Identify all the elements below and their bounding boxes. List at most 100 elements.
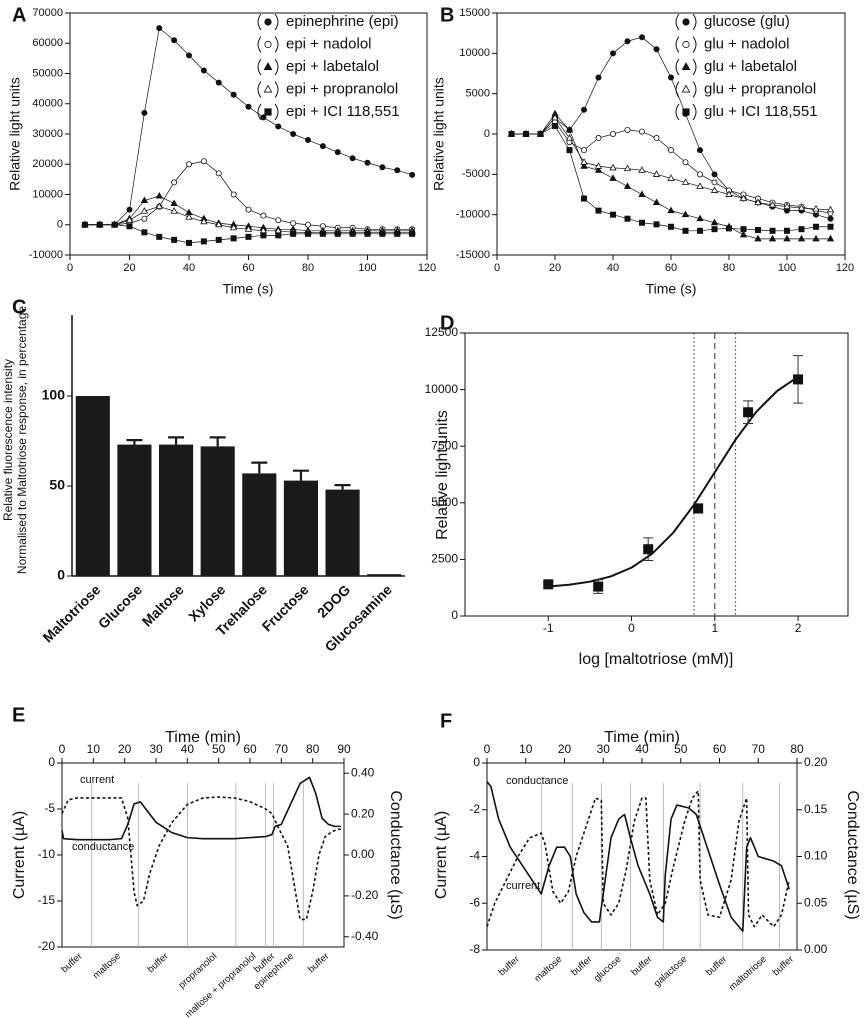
- data-point: [185, 161, 192, 168]
- plot-frame: [486, 762, 798, 951]
- y2-tick-label: 0.15: [804, 802, 828, 816]
- data-point: [624, 38, 631, 45]
- data-point: [230, 191, 237, 198]
- error-bar: [251, 461, 268, 474]
- data-point: [610, 50, 617, 57]
- y-axis-label: Relative fluorescence intensity: [1, 359, 15, 521]
- data-point: [726, 225, 733, 232]
- data-point: [826, 205, 835, 213]
- y-tick-label: 50000: [32, 67, 63, 79]
- legend-bracket: [257, 103, 279, 121]
- data-point: [215, 79, 222, 86]
- y-tick-label: 60000: [32, 37, 63, 49]
- data-point: [156, 25, 163, 32]
- legend-bracket: [675, 81, 697, 98]
- legend-symbol: [681, 62, 691, 70]
- phase-label: buffer: [569, 954, 594, 978]
- y-axis-label: Current (µA): [433, 811, 450, 899]
- data-point: [111, 221, 118, 228]
- x-tick-label: 70: [752, 742, 766, 756]
- legend-symbol: [264, 40, 272, 49]
- legend-label: glu + propranolol: [704, 80, 816, 97]
- y-tick-label: 7500: [431, 438, 458, 452]
- x-tick-label: 80: [302, 262, 314, 274]
- panel-letter: B: [440, 4, 454, 26]
- data-point: [609, 174, 617, 181]
- data-point: [793, 374, 804, 385]
- bar: [325, 489, 360, 576]
- phase-label: maltose: [532, 954, 564, 984]
- phase-label: buffer: [497, 954, 522, 978]
- data-point: [379, 230, 386, 237]
- y-axis-label: Current (µA): [11, 811, 28, 899]
- data-point: [639, 128, 646, 135]
- data-point: [200, 67, 207, 74]
- x-tick-label: 120: [836, 262, 854, 274]
- y2-tick-label: 0.05: [804, 895, 828, 909]
- data-point: [230, 91, 237, 98]
- fit-curve: [548, 376, 799, 588]
- data-point: [394, 230, 401, 237]
- data-point: [304, 221, 311, 228]
- legend-bracket: [257, 58, 279, 76]
- bar: [283, 480, 319, 576]
- data-point: [200, 158, 207, 165]
- data-point: [409, 230, 416, 237]
- x-tick-label: 10: [519, 742, 533, 756]
- data-point: [379, 164, 386, 171]
- data-point: [594, 166, 603, 173]
- y-tick-label: -10: [38, 847, 56, 861]
- data-point: [813, 223, 820, 230]
- data-point: [290, 130, 297, 137]
- y-axis-label: Normalised to Maltotriose response, in p…: [15, 306, 29, 574]
- data-point: [743, 407, 754, 418]
- data-point: [349, 230, 356, 237]
- data-point: [697, 227, 704, 234]
- data-point: [229, 223, 238, 231]
- curve-label: current: [80, 774, 114, 786]
- y-tick-label: -10000: [456, 209, 490, 221]
- legend-symbol: [263, 84, 273, 93]
- data-point: [245, 233, 252, 240]
- data-point: [610, 211, 617, 218]
- y2-tick-label: 0.00: [804, 942, 828, 956]
- phase-label: buffer: [59, 951, 84, 975]
- bar: [117, 444, 152, 576]
- legend-bracket: [257, 81, 279, 98]
- data-point: [797, 234, 806, 242]
- x-tick-label: 20: [118, 742, 132, 756]
- y-tick-label: 30000: [32, 128, 63, 140]
- phase-label: glucose: [592, 954, 624, 984]
- x-tick-label: 10: [87, 742, 101, 756]
- data-point: [171, 179, 178, 186]
- data-point: [364, 230, 371, 237]
- data-point: [653, 221, 660, 228]
- data-point: [140, 207, 149, 214]
- data-point: [290, 220, 297, 227]
- data-point: [639, 34, 646, 41]
- data-point: [643, 544, 654, 555]
- data-point: [667, 174, 675, 181]
- x-tick-label: 0: [494, 262, 500, 274]
- y-tick-label: 0: [451, 608, 458, 622]
- x-axis-label: Time (s): [646, 281, 697, 297]
- phase-label: buffer: [306, 951, 331, 975]
- y2-tick-label: 0.10: [804, 849, 828, 863]
- data-point: [171, 236, 178, 243]
- series-line: [61, 796, 341, 921]
- data-point: [275, 232, 282, 239]
- x-tick-label: 30: [597, 742, 611, 756]
- data-point: [740, 226, 747, 233]
- y-tick-label: 0: [57, 219, 63, 231]
- legend-label: glucose (glu): [704, 13, 790, 30]
- data-point: [639, 219, 646, 226]
- y-tick-label: -5: [44, 801, 55, 815]
- x-tick-label: 40: [183, 262, 195, 274]
- y-tick-label: 10000: [459, 47, 490, 59]
- bar: [367, 574, 402, 576]
- phase-label: maltotriose: [727, 954, 769, 993]
- data-point: [141, 109, 148, 116]
- x-tick-label: 30: [149, 742, 163, 756]
- x-tick-label: 20: [123, 262, 135, 274]
- data-point: [696, 182, 704, 189]
